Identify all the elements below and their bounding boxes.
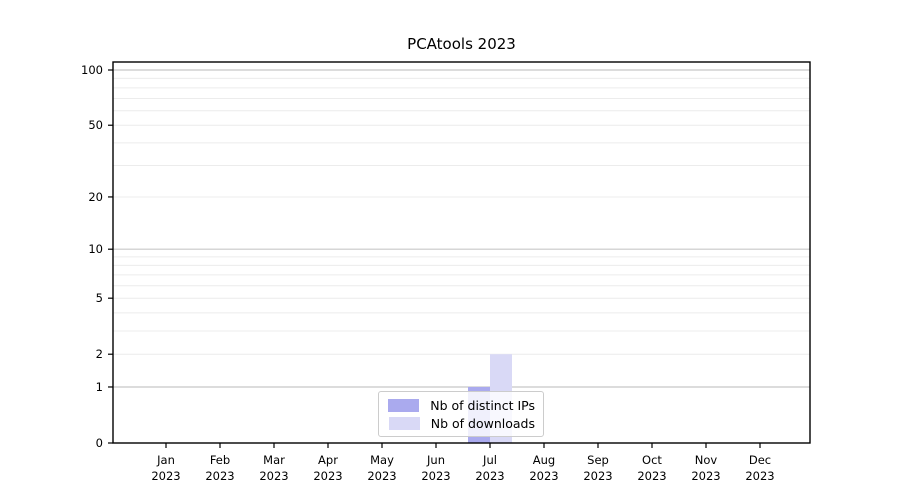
- legend: Nb of distinct IPs Nb of downloads: [378, 391, 544, 437]
- x-axis-tick-label-month: Apr: [318, 453, 338, 467]
- x-axis-tick-label-year: 2023: [691, 469, 720, 483]
- x-axis-tick-label-month: Jun: [426, 453, 445, 467]
- x-axis-tick-label-year: 2023: [529, 469, 558, 483]
- legend-label-downloads: Nb of downloads: [430, 415, 535, 431]
- x-axis-tick-label-year: 2023: [475, 469, 504, 483]
- x-axis-tick-label-year: 2023: [745, 469, 774, 483]
- x-axis-tick-label-month: Aug: [533, 453, 555, 467]
- y-axis-tick-label: 0: [96, 436, 103, 450]
- y-axis-tick-label: 50: [88, 118, 103, 132]
- x-axis-tick-label-year: 2023: [367, 469, 396, 483]
- legend-swatch-distinct-ips: [388, 398, 420, 412]
- x-axis-tick-label-month: Jul: [482, 453, 497, 467]
- x-axis-tick-label-year: 2023: [313, 469, 342, 483]
- y-axis-tick-label: 100: [81, 63, 103, 77]
- x-axis-tick-label-month: Nov: [695, 453, 718, 467]
- x-axis-tick-label-month: Sep: [587, 453, 609, 467]
- x-axis-tick-label-month: Jan: [156, 453, 175, 467]
- x-axis-tick-label-month: Feb: [210, 453, 230, 467]
- x-axis-tick-label-month: Dec: [749, 453, 771, 467]
- x-axis-tick-label-month: Oct: [642, 453, 662, 467]
- y-axis-tick-label: 10: [88, 242, 103, 256]
- legend-swatch-downloads: [388, 416, 420, 430]
- legend-item-distinct-ips: Nb of distinct IPs: [387, 396, 535, 414]
- chart-title: PCAtools 2023: [407, 35, 516, 53]
- plot-border: [112, 61, 811, 444]
- y-axis-tick-label: 5: [96, 291, 103, 305]
- x-axis-tick-label-year: 2023: [205, 469, 234, 483]
- y-axis-tick-label: 20: [88, 190, 103, 204]
- x-axis-tick-label-month: Mar: [263, 453, 285, 467]
- y-axis-tick-label: 1: [96, 380, 103, 394]
- x-axis-tick-label-year: 2023: [637, 469, 666, 483]
- x-axis-tick-label-year: 2023: [259, 469, 288, 483]
- x-axis-tick-label-month: May: [370, 453, 394, 467]
- legend-item-downloads: Nb of downloads: [387, 414, 535, 432]
- x-axis-tick-label-year: 2023: [151, 469, 180, 483]
- x-axis-tick-label-year: 2023: [421, 469, 450, 483]
- x-axis-tick-label-year: 2023: [583, 469, 612, 483]
- legend-label-distinct-ips: Nb of distinct IPs: [430, 397, 535, 413]
- y-axis-tick-label: 2: [96, 347, 103, 361]
